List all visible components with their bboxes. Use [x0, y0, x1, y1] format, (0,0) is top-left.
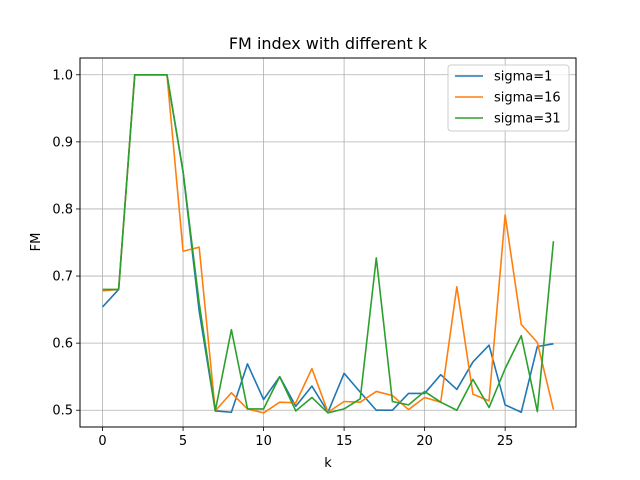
y-tick-label: 0.6 [52, 337, 73, 352]
x-tick-label: 20 [416, 434, 433, 449]
x-axis-label: k [324, 456, 332, 471]
legend-label: sigma=31 [494, 112, 561, 127]
legend-box [447, 64, 570, 132]
series-line-sigma-31 [102, 73, 555, 414]
x-tick-label: 0 [98, 434, 106, 449]
axis-ticks: 0 5 10 15 20 25 0.5 0.6 0.7 0.8 0.9 1.0 [52, 68, 513, 449]
x-tick-label: 25 [497, 434, 514, 449]
y-tick-label: 0.7 [52, 270, 73, 285]
plot-frame [79, 57, 577, 428]
y-tick-label: 0.9 [52, 135, 73, 150]
series-lines [101, 73, 555, 414]
x-tick-label: 10 [255, 434, 272, 449]
y-axis-label: FM [29, 233, 44, 252]
x-tick-label: 15 [336, 434, 353, 449]
chart-title: FM index with different k [229, 34, 428, 53]
legend: sigma=1 sigma=16 sigma=31 [447, 64, 570, 132]
x-tick-label: 5 [179, 434, 187, 449]
y-tick-label: 1.0 [52, 68, 73, 83]
legend-label: sigma=16 [494, 91, 561, 106]
y-tick-label: 0.5 [52, 404, 73, 419]
y-tick-label: 0.8 [52, 202, 73, 217]
legend-label: sigma=1 [494, 70, 552, 85]
